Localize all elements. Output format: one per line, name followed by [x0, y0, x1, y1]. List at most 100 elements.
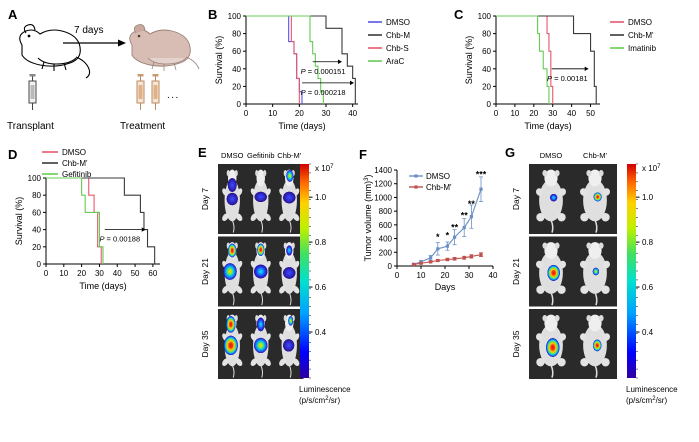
x-tick-label: 20: [77, 269, 86, 278]
mouse-filled-icon: [129, 24, 200, 71]
significance-marker: **: [451, 222, 459, 232]
data-point: [436, 258, 440, 263]
panel-e-row-label: Day 35: [200, 330, 210, 357]
panel-b-label: B: [208, 7, 218, 22]
data-point: [462, 226, 466, 230]
panel-e-row-label: Day 7: [200, 188, 210, 210]
x-tick-label: 40: [348, 109, 357, 118]
y-tick-label: 400: [379, 235, 393, 244]
data-point: [419, 261, 423, 265]
x-tick-label: 40: [567, 109, 576, 118]
y-tick-label: 80: [32, 191, 41, 200]
data-point: [453, 235, 457, 239]
y-tick-label: 20: [232, 82, 241, 91]
panel-a-right-caption: Treatment: [120, 121, 165, 132]
p-value-annotation: P = 0.000151: [301, 67, 346, 76]
survival-curve-chbs: [246, 15, 300, 104]
panel-c-label: C: [454, 7, 464, 22]
colorbar-tick-label: 0.4: [642, 328, 654, 337]
panel-b: B 0 10 20 30 40 0 20 40 60 80 100 Time (days) Surviv…: [200, 0, 450, 142]
panel-g-column-header: Chb-M': [583, 151, 608, 160]
y-tick-label: 0: [237, 100, 242, 109]
panel-e-row-label: Day 21: [200, 258, 210, 285]
p-value-annotation: P = 0.00188: [99, 235, 140, 244]
colorbar-caption-line1: Luminescence: [626, 385, 678, 394]
panel-g-imaging: DMSO Chb-M' Day 7 Day 21 Day 35 x 107 1.0 0.8 0.…: [511, 151, 678, 405]
panel-g: G DMSO Chb-M' Day 7 Day 21 Day 35 x 107 1.0 0.8…: [503, 142, 699, 442]
mouse-bioluminescence-image: [250, 169, 271, 233]
panel-a-left-caption: Transplant: [7, 121, 54, 132]
colorbar: [627, 164, 636, 378]
survival-curve-chbm: [246, 15, 356, 104]
y-tick-label: 800: [379, 207, 393, 216]
y-axis-label: Survival (%): [14, 197, 24, 246]
p-value-annotation: P = 0.00181: [547, 74, 588, 83]
panel-e-column-header: Chb-M': [277, 151, 302, 160]
x-tick-label: 10: [510, 109, 519, 118]
survival-curve-imatinib: [496, 15, 550, 104]
panel-f-chart: 0 10 20 30 400200400600800100012001400DaysTu…: [363, 166, 498, 292]
mouse-bioluminescence-image: [579, 169, 611, 233]
mouse-bioluminescence-image: [222, 169, 243, 233]
y-tick-label: 200: [379, 248, 393, 257]
x-tick-label: 30: [548, 109, 557, 118]
y-tick-label: 1200: [374, 180, 392, 189]
y-tick-label: 40: [482, 65, 491, 74]
colorbar-tick-label: 1.0: [315, 193, 327, 202]
data-point: [445, 257, 449, 262]
y-tick-label: 80: [232, 30, 241, 39]
x-tick-label: 20: [529, 109, 538, 118]
data-point: [445, 244, 449, 248]
colorbar-tick-label: 0.8: [642, 238, 654, 247]
x-tick-label: 50: [131, 269, 140, 278]
arrow-right-icon: [63, 39, 126, 47]
mouse-bioluminescence-image: [250, 242, 271, 306]
panel-a-ellipsis: ...: [167, 90, 180, 101]
legend-label: DMSO: [386, 18, 410, 27]
panel-c-chart: 0 10 20 30 40 50 0 20 40 60 80 100 Time (days) Surviv…: [464, 12, 657, 131]
panel-e: E DMSO Gefitinib Chb-M' Day 7 Day 21 Day 35 x …: [196, 142, 361, 442]
panel-c: C 0 10 20 30 40 50 0 20 40 60 80 100 Time (days) Surv…: [450, 0, 699, 142]
data-point: [429, 260, 433, 264]
mouse-bioluminescence-image: [535, 242, 567, 306]
survival-curve-dmso: [46, 177, 102, 264]
y-tick-label: 20: [32, 243, 41, 252]
colorbar-tick-label: 0.4: [315, 328, 327, 337]
mouse-bioluminescence-image: [535, 314, 567, 378]
legend-label: Chb-M': [62, 159, 88, 168]
mouse-bioluminescence-image: [279, 242, 300, 306]
y-tick-label: 1000: [374, 193, 392, 202]
data-point: [479, 187, 483, 191]
y-tick-label: 100: [228, 12, 242, 21]
mouse-bioluminescence-image: [222, 314, 243, 378]
y-tick-label: 1400: [374, 166, 392, 175]
legend-label: DMSO: [426, 172, 450, 181]
data-point: [479, 253, 483, 257]
y-tick-label: 100: [478, 12, 492, 21]
panel-d: D 0 10 20 30 40 50 60 0 20 40 60 80 100 Time (days) Su…: [0, 142, 196, 302]
panel-e-imaging: DMSO Gefitinib Chb-M' Day 7 Day 21 Day 35 x 10…: [200, 151, 351, 405]
legend-label: Chb-M': [426, 183, 452, 192]
mouse-outline-icon: [19, 24, 91, 79]
y-tick-label: 60: [32, 208, 41, 217]
y-tick-label: 40: [232, 65, 241, 74]
x-tick-label: 30: [465, 271, 474, 280]
mouse-bioluminescence-image: [279, 314, 300, 378]
syringe-icon: [28, 74, 37, 110]
panel-a-label: A: [8, 7, 18, 22]
y-tick-label: 60: [482, 47, 491, 56]
x-tick-label: 40: [113, 269, 122, 278]
panel-f: F 0 10 20 30 40 0 200 400 600 800 1000 1200 1400 Days…: [357, 142, 505, 302]
data-point: [412, 262, 416, 267]
panel-g-row-label: Day 21: [511, 258, 521, 285]
panel-b-chart: 0 10 20 30 40 0 20 40 60 80 100 Time (days) Survival…: [214, 12, 410, 131]
data-point: [436, 247, 440, 251]
legend-label: DMSO: [628, 18, 652, 27]
panel-f-label: F: [359, 147, 367, 162]
p-value-annotation: P = 0.000218: [301, 88, 346, 97]
data-point: [462, 256, 466, 260]
colorbar-exponent-label: x 107: [642, 164, 661, 173]
legend-label: Imatinib: [628, 44, 657, 53]
panel-e-label: E: [198, 145, 207, 160]
mouse-bioluminescence-image: [222, 242, 243, 306]
